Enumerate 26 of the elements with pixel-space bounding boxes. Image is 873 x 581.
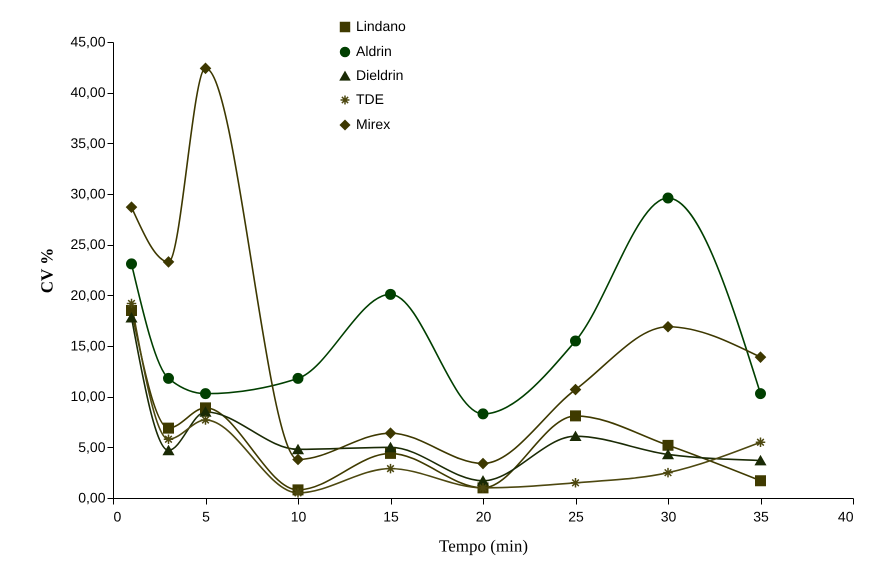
legend-label: TDE	[356, 91, 384, 107]
legend-label: Lindano	[356, 18, 406, 34]
y-tick-label: 15,00	[70, 338, 106, 354]
y-tick-label: 35,00	[70, 134, 106, 151]
x-tick-label: 5	[202, 508, 210, 524]
y-tick-label: 20,00	[70, 286, 106, 303]
legend-label: Mirex	[356, 116, 390, 132]
y-tick-label: 25,00	[70, 236, 106, 252]
x-tick-label: 35	[753, 508, 769, 524]
x-tick-label: 25	[568, 508, 584, 524]
x-tick-label: 40	[838, 508, 854, 524]
x-tick-label: 15	[383, 508, 399, 524]
y-tick-label: 0,00	[78, 490, 106, 506]
x-axis-title: Tempo (min)	[439, 536, 528, 556]
y-axis-title: CV %	[37, 248, 56, 294]
x-tick-label: 20	[476, 508, 492, 524]
legend-label: Dieldrin	[356, 67, 404, 83]
legend-label: Aldrin	[356, 43, 392, 59]
y-tick-label: 45,00	[70, 34, 106, 50]
y-tick-label: 30,00	[70, 186, 106, 202]
y-tick-label: 5,00	[78, 438, 106, 455]
y-tick-label: 10,00	[70, 388, 106, 404]
x-tick-label: 10	[290, 508, 306, 524]
y-tick-label: 40,00	[70, 84, 106, 100]
x-tick-label: 0	[114, 508, 122, 524]
x-tick-label: 30	[660, 508, 676, 524]
